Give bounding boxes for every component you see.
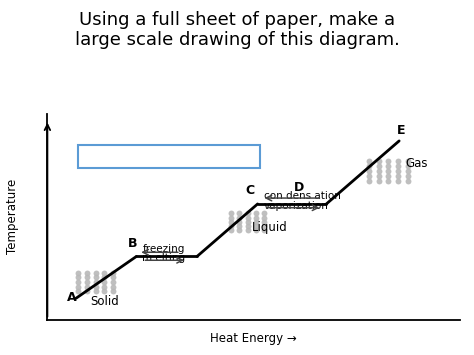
Point xyxy=(252,211,259,216)
Point xyxy=(375,173,383,179)
Point xyxy=(375,168,383,174)
Point xyxy=(74,288,82,294)
Point xyxy=(100,279,108,285)
Text: m elting: m elting xyxy=(142,253,185,263)
Text: con dens ation: con dens ation xyxy=(264,191,341,201)
Text: Solid: Solid xyxy=(90,295,118,308)
Point xyxy=(100,284,108,289)
Point xyxy=(365,178,373,184)
Point xyxy=(384,168,392,174)
Point xyxy=(365,163,373,169)
Point xyxy=(260,227,267,233)
Point xyxy=(236,215,243,220)
Point xyxy=(252,223,259,229)
Point xyxy=(109,284,117,289)
Text: A: A xyxy=(67,291,76,304)
Point xyxy=(100,274,108,280)
Point xyxy=(92,284,100,289)
Point xyxy=(244,211,251,216)
Point xyxy=(375,178,383,184)
Point xyxy=(394,173,402,179)
Point xyxy=(109,288,117,294)
Point xyxy=(404,163,411,169)
Point xyxy=(394,158,402,164)
Point xyxy=(404,178,411,184)
Point xyxy=(228,227,235,233)
Point xyxy=(252,219,259,225)
Point xyxy=(394,168,402,174)
Bar xyxy=(78,145,260,168)
Point xyxy=(83,270,91,275)
Point xyxy=(228,223,235,229)
Point xyxy=(244,227,251,233)
Text: Heat Energy →: Heat Energy → xyxy=(210,332,297,345)
Point xyxy=(100,270,108,275)
Point xyxy=(244,223,251,229)
Point xyxy=(365,168,373,174)
Text: Temperature: Temperature xyxy=(6,179,18,254)
Point xyxy=(109,279,117,285)
Point xyxy=(404,168,411,174)
Point xyxy=(92,288,100,294)
Point xyxy=(109,274,117,280)
Point xyxy=(92,279,100,285)
Point xyxy=(260,219,267,225)
Text: D: D xyxy=(294,181,304,195)
Text: C: C xyxy=(246,184,255,197)
Point xyxy=(74,274,82,280)
Text: B: B xyxy=(128,237,138,250)
Point xyxy=(83,279,91,285)
Point xyxy=(260,223,267,229)
Point xyxy=(244,219,251,225)
Point xyxy=(394,163,402,169)
Point xyxy=(384,173,392,179)
Point xyxy=(375,158,383,164)
Point xyxy=(404,173,411,179)
Point xyxy=(244,215,251,220)
Point xyxy=(228,215,235,220)
Point xyxy=(260,211,267,216)
Point xyxy=(92,270,100,275)
Point xyxy=(365,173,373,179)
Point xyxy=(74,279,82,285)
Point xyxy=(252,227,259,233)
Text: E: E xyxy=(397,124,406,137)
Point xyxy=(109,270,117,275)
Point xyxy=(365,158,373,164)
Point xyxy=(228,211,235,216)
Text: Using a full sheet of paper, make a
large scale drawing of this diagram.: Using a full sheet of paper, make a larg… xyxy=(74,11,400,49)
Point xyxy=(83,284,91,289)
Point xyxy=(375,163,383,169)
Point xyxy=(384,178,392,184)
Point xyxy=(236,227,243,233)
Point xyxy=(252,215,259,220)
Point xyxy=(384,163,392,169)
Point xyxy=(100,288,108,294)
Point xyxy=(83,274,91,280)
Text: Liquid: Liquid xyxy=(252,222,287,234)
Point xyxy=(260,215,267,220)
Point xyxy=(236,219,243,225)
Text: vaporization: vaporization xyxy=(264,201,328,211)
Text: freezing: freezing xyxy=(142,244,185,254)
Point xyxy=(236,211,243,216)
Point xyxy=(74,270,82,275)
Point xyxy=(236,223,243,229)
Point xyxy=(92,274,100,280)
Point xyxy=(74,284,82,289)
Point xyxy=(394,178,402,184)
Point xyxy=(404,158,411,164)
Text: Gas: Gas xyxy=(405,157,428,170)
Point xyxy=(228,219,235,225)
Point xyxy=(384,158,392,164)
Point xyxy=(83,288,91,294)
